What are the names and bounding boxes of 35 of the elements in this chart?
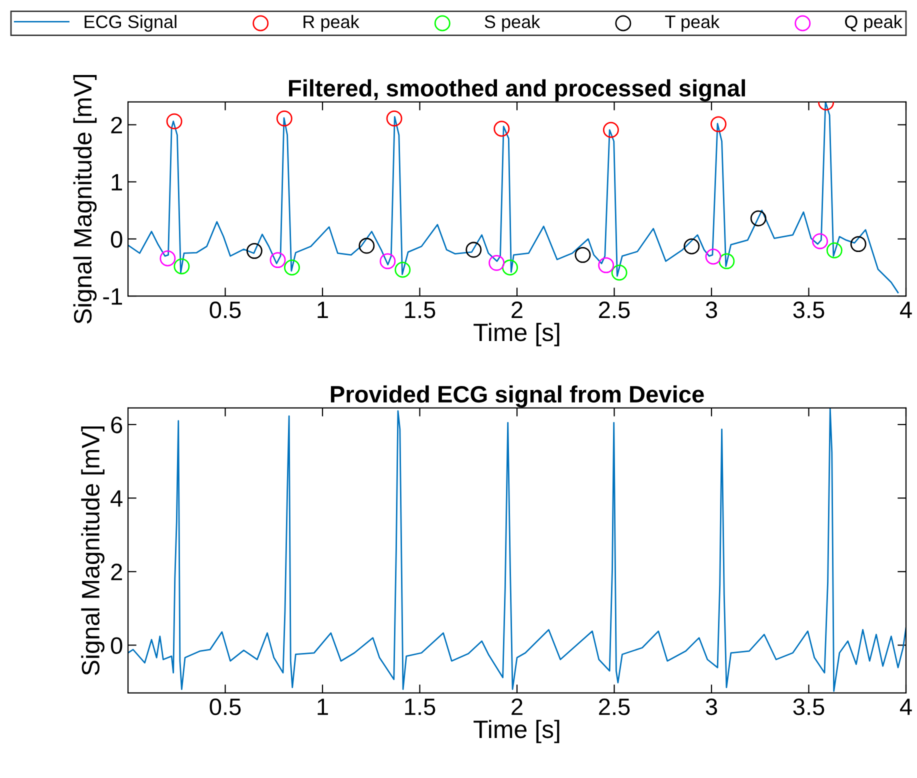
legend-label: ECG Signal: [84, 14, 176, 32]
legend-label: T peak: [665, 14, 720, 32]
legend-label: R peak: [304, 14, 360, 32]
legend-label: S peak: [484, 14, 540, 32]
x-axis-title: Time [s]: [474, 720, 560, 744]
y-tick-label: 0: [110, 231, 122, 248]
y-tick-label: 2: [111, 116, 122, 134]
y-tick-label: 2: [111, 564, 122, 580]
x-tick-label: 1.5: [405, 698, 436, 716]
x-tick-label: 4: [900, 302, 912, 318]
x-tick-label: 2.5: [599, 302, 630, 318]
x-tick-label: 0.5: [210, 698, 241, 716]
x-tick-label: 2.5: [599, 698, 630, 716]
x-tick-label: 3: [706, 698, 718, 716]
y-tick-label: 1: [112, 174, 122, 190]
legend-label: Q peak: [845, 14, 902, 32]
chart-title: Provided ECG signal from Device: [330, 385, 704, 408]
x-tick-label: 2: [512, 302, 522, 318]
x-tick-label: 2: [512, 698, 522, 715]
x-tick-label: 0.5: [210, 302, 241, 318]
x-tick-label: 3.5: [793, 698, 824, 716]
y-tick-label: 6: [111, 416, 122, 434]
y-tick-label: -1: [103, 288, 122, 305]
y-tick-label: 0: [110, 637, 122, 654]
y-tick-label: 4: [110, 490, 122, 507]
x-tick-label: 1: [318, 302, 328, 318]
x-tick-label: 1: [318, 698, 328, 715]
y-axis-title: Signal Magnitude [mV]: [73, 74, 97, 324]
y-axis-title: Signal Magnitude [mV]: [81, 426, 104, 676]
x-tick-label: 1.5: [405, 302, 436, 318]
x-tick-label: 4: [900, 698, 912, 715]
x-tick-label: 3.5: [793, 302, 824, 318]
x-axis-title: Time [s]: [474, 322, 560, 346]
x-tick-label: 3: [706, 302, 718, 318]
chart-title: Filtered, smoothed and processed signal: [289, 79, 745, 102]
